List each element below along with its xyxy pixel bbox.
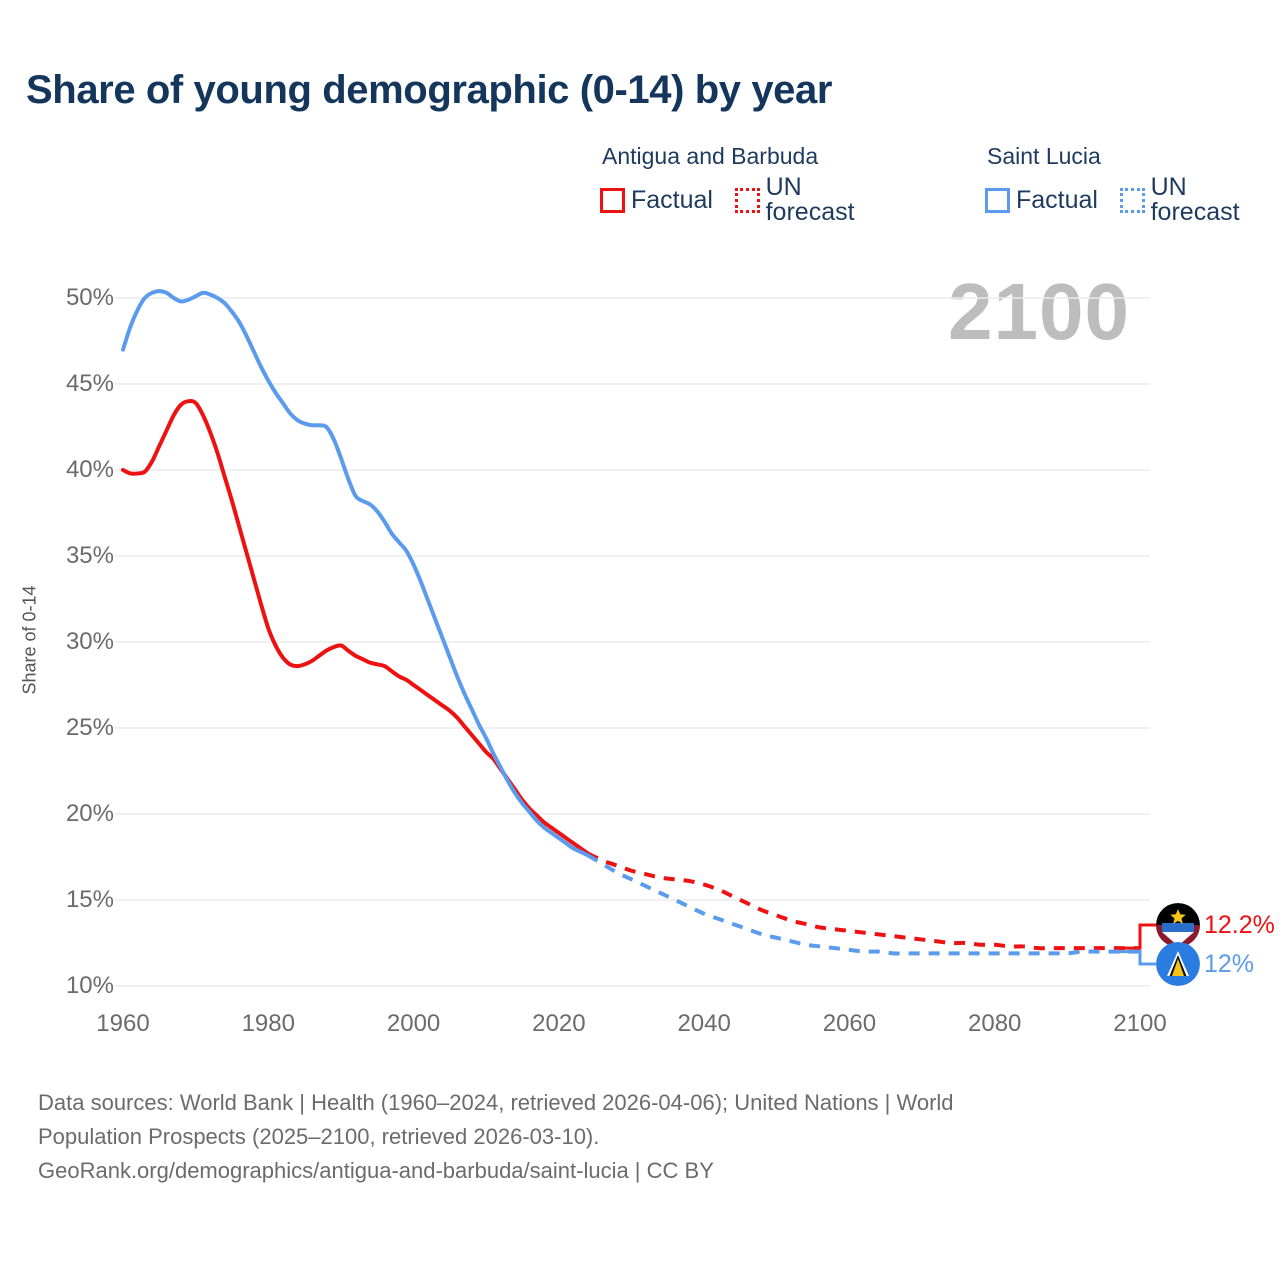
y-axis-tick-label: 45% bbox=[65, 370, 114, 397]
legend-swatch-dotted-icon bbox=[1119, 187, 1145, 213]
footer-line-2: Population Prospects (2025–2100, retriev… bbox=[38, 1124, 600, 1150]
legend-item-label: Factual bbox=[631, 185, 713, 214]
legend-item-forecast-antigua[interactable]: UN forecast bbox=[734, 173, 895, 227]
x-axis-tick-label: 1960 bbox=[96, 1010, 150, 1037]
legend-swatch-solid-icon bbox=[985, 187, 1010, 213]
y-axis-tick-label: 35% bbox=[65, 542, 114, 569]
legend-swatch-solid-icon bbox=[600, 187, 625, 213]
footer-line-3: GeoRank.org/demographics/antigua-and-bar… bbox=[38, 1158, 714, 1184]
y-axis-tick-label: 20% bbox=[65, 800, 114, 827]
x-axis-tick-label: 2060 bbox=[822, 1010, 877, 1037]
y-axis-tick-label: 50% bbox=[65, 284, 114, 311]
y-axis-tick-label: 30% bbox=[65, 628, 114, 655]
page-title: Share of young demographic (0-14) by yea… bbox=[26, 68, 833, 112]
legend-item-label: UN forecast bbox=[765, 173, 855, 227]
x-axis-tick-label: 2020 bbox=[532, 1010, 586, 1037]
footer-sources: Data sources: World Bank | Health (1960–… bbox=[38, 1086, 1218, 1188]
legend-country-label: Antigua and Barbuda bbox=[602, 143, 819, 169]
y-axis-tick-label: 15% bbox=[65, 886, 114, 913]
x-axis-tick-label: 2000 bbox=[386, 1010, 441, 1037]
endpoint-value-antigua-and-barbuda: 12.2% bbox=[1204, 911, 1275, 939]
y-axis-tick-label: 40% bbox=[65, 456, 114, 483]
legend-group-saint-lucia: Saint Lucia Factual UN forecast bbox=[985, 143, 1280, 227]
saint-lucia-flag-icon bbox=[1156, 942, 1200, 986]
legend-item-label: UN forecast bbox=[1150, 173, 1240, 227]
x-axis-tick-label: 1980 bbox=[241, 1010, 295, 1037]
legend-country-label: Saint Lucia bbox=[987, 143, 1101, 169]
y-axis-tick-label: 10% bbox=[65, 972, 114, 999]
footer-line-1: Data sources: World Bank | Health (1960–… bbox=[38, 1090, 954, 1115]
antigua-and-barbuda-flag-icon bbox=[1156, 903, 1200, 947]
y-axis-tick-label: 25% bbox=[65, 714, 114, 741]
endpoint-value-saint-lucia: 12% bbox=[1204, 950, 1255, 978]
legend-item-factual-saint-lucia[interactable]: Factual bbox=[985, 185, 1098, 214]
legend-swatch-dotted-icon bbox=[734, 187, 760, 213]
legend-item-label: Factual bbox=[1016, 185, 1098, 214]
legend-item-factual-antigua[interactable]: Factual bbox=[600, 185, 713, 214]
x-axis-tick-label: 2080 bbox=[968, 1010, 1022, 1037]
x-axis-tick-label: 2040 bbox=[677, 1010, 731, 1037]
legend-item-forecast-saint-lucia[interactable]: UN forecast bbox=[1119, 173, 1280, 227]
x-axis-tick-label: 2100 bbox=[1113, 1010, 1167, 1037]
year-watermark: 2100 bbox=[948, 267, 1130, 356]
chart-legend: Antigua and Barbuda Factual UN forecast … bbox=[600, 143, 1280, 227]
legend-group-antigua-and-barbuda: Antigua and Barbuda Factual UN forecast bbox=[600, 143, 895, 227]
